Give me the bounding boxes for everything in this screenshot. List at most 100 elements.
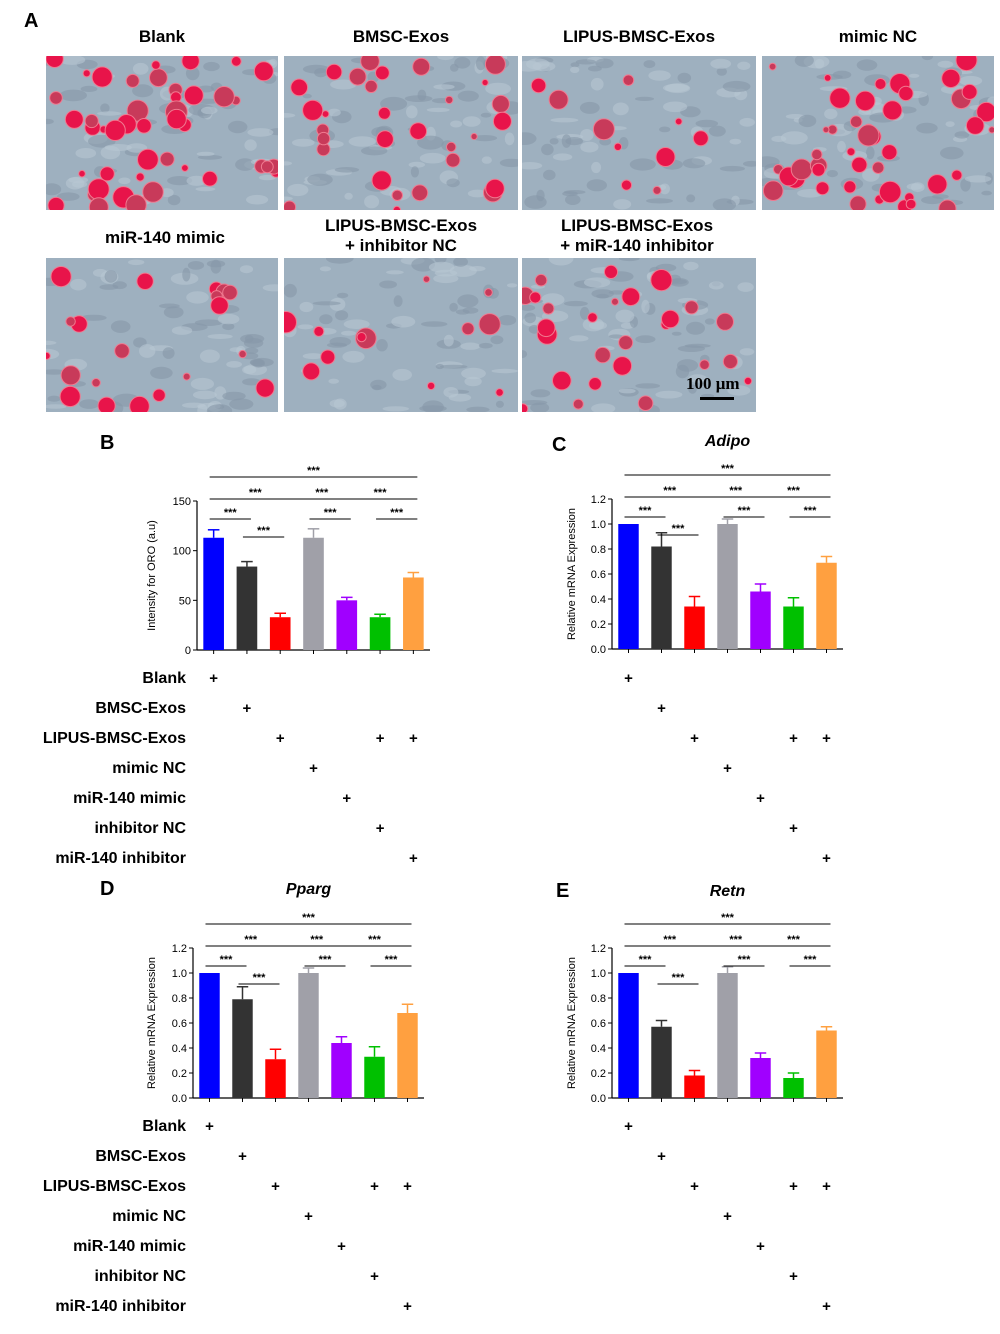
treatment-plus: + <box>409 730 418 747</box>
cell <box>490 335 504 345</box>
cell <box>408 161 425 168</box>
cell <box>682 158 706 169</box>
y-tick-label: 0.0 <box>591 644 606 656</box>
micrograph-lipus-bmsc-exos <box>522 56 756 210</box>
lipid-droplet <box>422 275 431 283</box>
panel-label-a: A <box>24 10 39 32</box>
bar <box>717 973 738 1098</box>
lipid-droplet <box>210 296 229 315</box>
treatment-label: mimic NC <box>112 1208 186 1225</box>
lipid-droplet <box>137 148 159 171</box>
bar <box>265 1059 286 1098</box>
treatment-plus: + <box>271 1178 280 1195</box>
cell <box>586 179 607 192</box>
y-tick-label: 1.2 <box>172 943 187 955</box>
cell <box>478 342 493 349</box>
cell <box>663 101 688 113</box>
cell <box>676 359 699 372</box>
y-tick-label: 100 <box>173 546 191 558</box>
lipid-droplet <box>202 170 218 187</box>
y-tick-label: 0.2 <box>591 619 606 631</box>
lipid-droplet <box>620 179 633 191</box>
treatment-plus: + <box>690 730 699 747</box>
bar <box>397 1013 418 1098</box>
lipid-droplet <box>213 86 235 108</box>
y-tick-label: 1.2 <box>591 494 606 506</box>
lipid-droplet <box>371 170 392 191</box>
bar <box>203 537 224 650</box>
cell <box>329 399 345 408</box>
significance-label: *** <box>324 507 338 519</box>
treatment-plus: + <box>822 1298 831 1315</box>
significance-label: *** <box>368 934 382 946</box>
significance-label: *** <box>787 485 801 497</box>
bar <box>269 617 291 650</box>
cell <box>343 319 370 329</box>
cell <box>522 132 537 145</box>
cell <box>570 66 580 73</box>
cell <box>504 132 515 146</box>
y-tick-label: 0.0 <box>172 1093 187 1105</box>
lipid-droplet <box>230 56 242 67</box>
treatment-label: inhibitor NC <box>94 1268 186 1285</box>
lipid-droplet <box>485 178 505 199</box>
significance-label: *** <box>224 507 238 519</box>
y-axis-label: Relative mRNA Expression <box>566 957 578 1089</box>
cell <box>710 58 732 69</box>
y-tick-label: 150 <box>173 496 191 508</box>
cell <box>727 385 751 396</box>
lipid-droplet <box>955 56 978 72</box>
significance-label: *** <box>738 954 752 966</box>
lipid-droplet <box>743 376 753 386</box>
cell <box>688 374 707 383</box>
cell <box>187 261 205 270</box>
lipid-droplet <box>878 180 902 204</box>
panel-label-c: C <box>552 434 567 456</box>
cell <box>549 138 559 145</box>
lipid-droplet <box>692 130 709 147</box>
significance-label: *** <box>307 465 321 477</box>
lipid-droplet <box>621 287 641 307</box>
cell <box>579 101 600 114</box>
cell <box>250 359 264 367</box>
lipid-droplet <box>445 152 461 168</box>
cell <box>461 367 486 380</box>
lipid-droplet <box>238 349 247 359</box>
treatment-plus: + <box>723 1208 732 1225</box>
cell <box>457 294 479 308</box>
cell <box>794 56 814 67</box>
cell <box>729 138 742 145</box>
cell <box>480 112 492 118</box>
cell <box>916 122 938 134</box>
treatment-label: BMSC-Exos <box>95 1148 186 1165</box>
cell <box>284 283 297 298</box>
cell <box>297 324 314 330</box>
significance-label: *** <box>639 505 653 517</box>
cell <box>481 156 492 164</box>
treatment-plus: + <box>822 1178 831 1195</box>
cell <box>506 283 518 288</box>
cell <box>522 350 528 359</box>
y-tick-label: 0.8 <box>591 544 606 556</box>
lipid-droplet <box>290 78 309 97</box>
lipid-droplet <box>391 189 404 202</box>
significance-label: *** <box>738 505 752 517</box>
lipid-droplet <box>104 119 126 142</box>
cell <box>370 379 387 390</box>
cell <box>580 129 594 141</box>
treatment-plus: + <box>276 730 285 747</box>
treatment-plus: + <box>403 1298 412 1315</box>
micrograph-blank <box>46 56 278 210</box>
lipid-droplet <box>478 313 501 336</box>
lipid-droplet <box>927 174 948 195</box>
cell <box>659 126 671 133</box>
treatment-plus: + <box>789 1178 798 1195</box>
cell <box>686 194 696 203</box>
bar <box>232 999 253 1098</box>
cell <box>524 195 547 209</box>
lipid-droplet <box>125 73 140 88</box>
lipid-droplet <box>637 395 654 411</box>
cell <box>150 366 173 379</box>
treatment-plus: + <box>205 1118 214 1135</box>
cell <box>580 141 599 153</box>
